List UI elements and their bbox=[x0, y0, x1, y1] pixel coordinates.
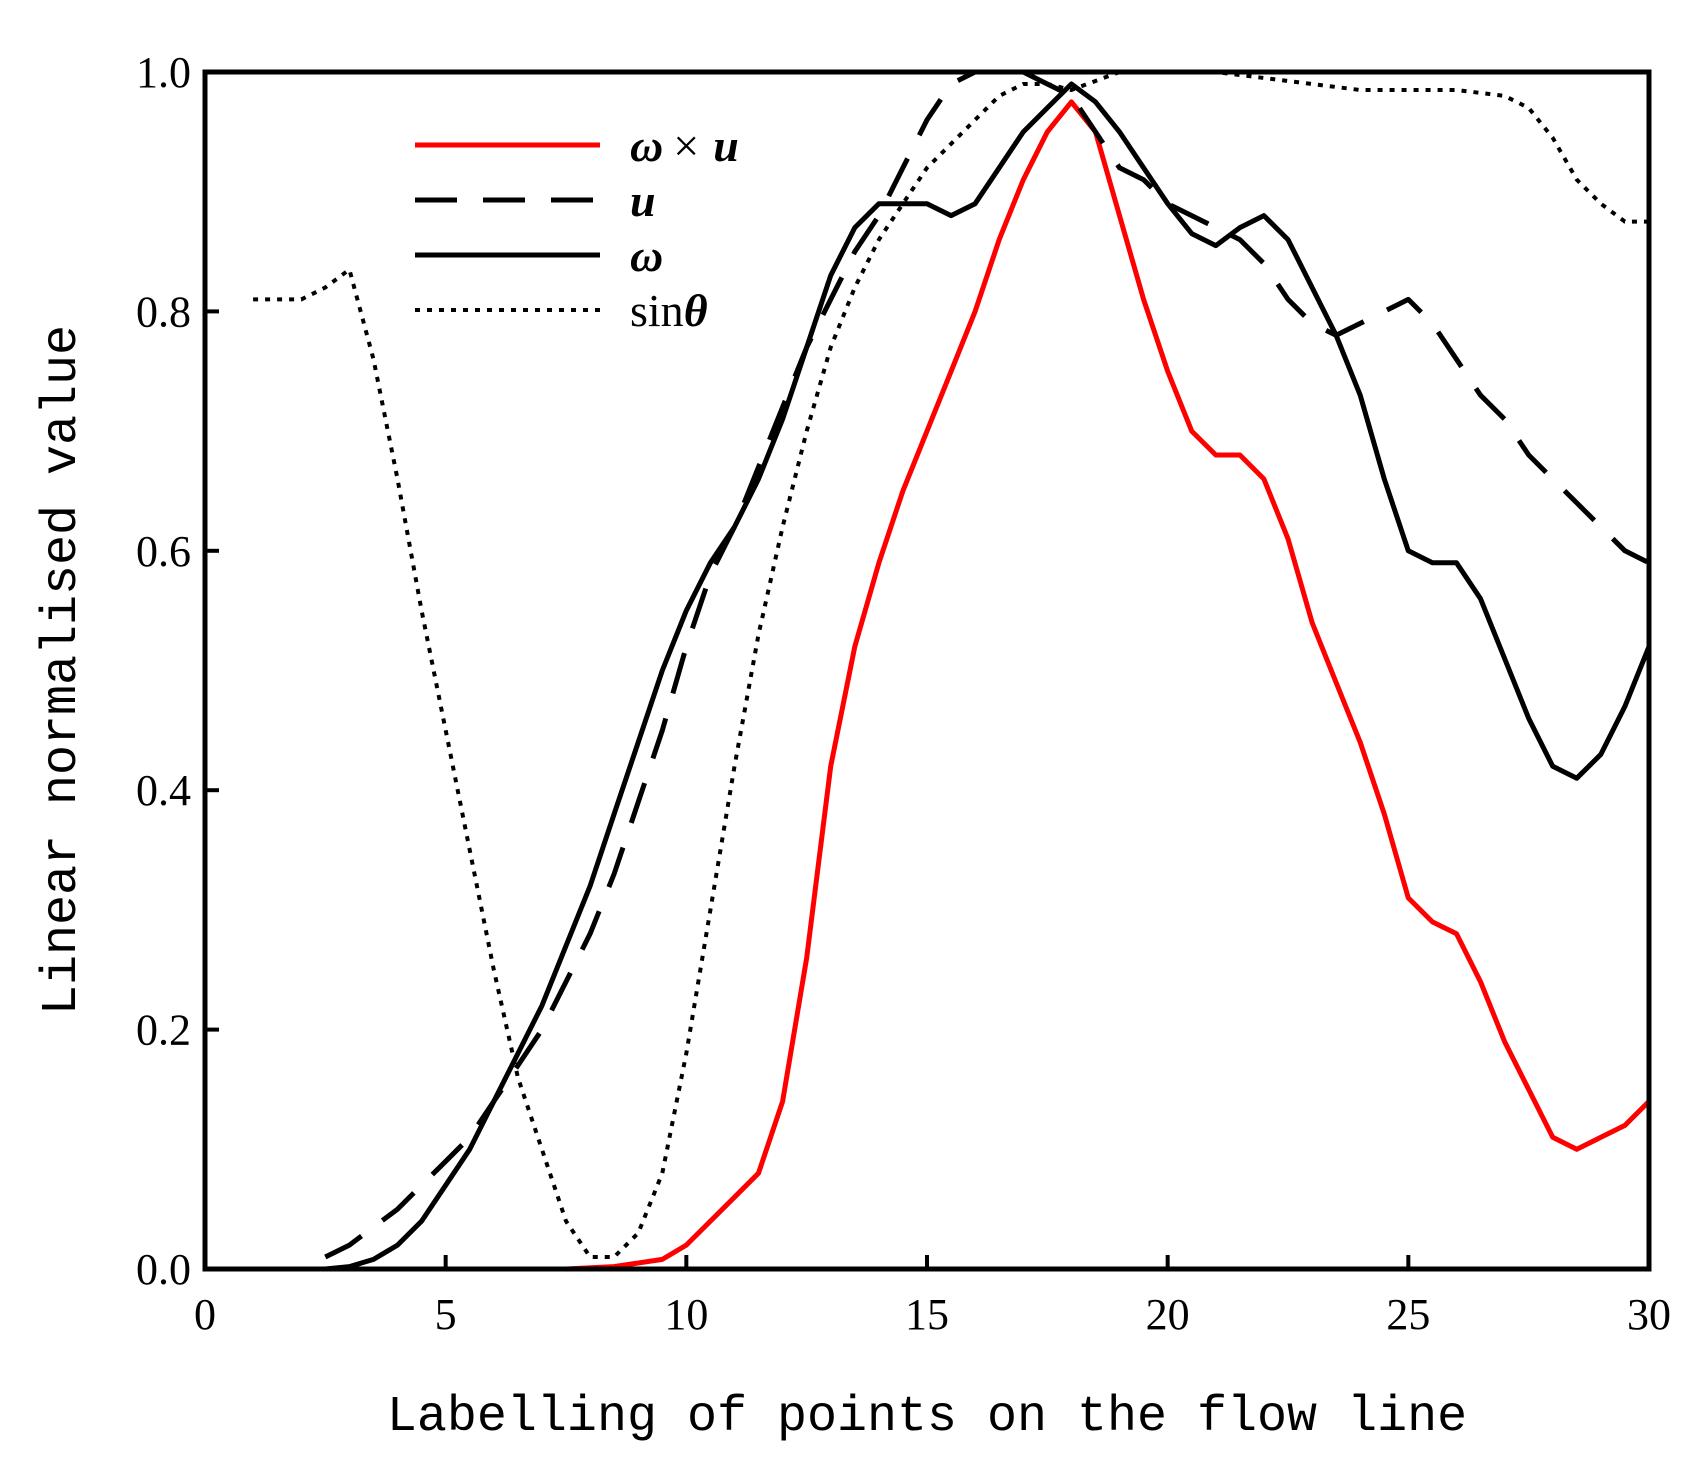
legend-label-3: sinθ bbox=[630, 285, 708, 336]
legend-label-0: ω × u bbox=[630, 120, 739, 171]
x-tick-label: 5 bbox=[435, 1290, 457, 1339]
x-tick-label: 0 bbox=[194, 1290, 216, 1339]
series-line-0 bbox=[565, 99, 1651, 1272]
legend-label-2: ω bbox=[630, 230, 663, 281]
legend-label-1: u bbox=[630, 175, 656, 226]
x-tick-label: 20 bbox=[1146, 1290, 1190, 1339]
y-tick-label: 0.4 bbox=[136, 766, 191, 815]
y-tick-label: 0.8 bbox=[136, 287, 191, 336]
series-line-2 bbox=[277, 81, 1652, 1272]
x-tick-label: 10 bbox=[664, 1290, 708, 1339]
x-tick-label: 25 bbox=[1386, 1290, 1430, 1339]
y-axis-title: Linear normalised value bbox=[34, 325, 91, 1015]
y-tick-label: 0.2 bbox=[136, 1006, 191, 1055]
y-tick-label: 1.0 bbox=[136, 48, 191, 97]
y-tick-label: 0.0 bbox=[136, 1245, 191, 1294]
x-tick-label: 15 bbox=[905, 1290, 949, 1339]
plot-frame bbox=[202, 69, 1652, 1272]
ticks-layer: 0 5 10 15 20 25 30 0.0 0.2 0.4 0.6 0.8 1.0 bbox=[136, 48, 1671, 1339]
x-axis-title: Labelling of points on the flow line bbox=[387, 1389, 1467, 1446]
x-tick-label: 30 bbox=[1627, 1290, 1671, 1339]
y-tick-label: 0.6 bbox=[136, 527, 191, 576]
series-line-1 bbox=[324, 69, 1651, 1260]
series-line-3 bbox=[253, 70, 1649, 1259]
series-layer bbox=[253, 69, 1652, 1272]
